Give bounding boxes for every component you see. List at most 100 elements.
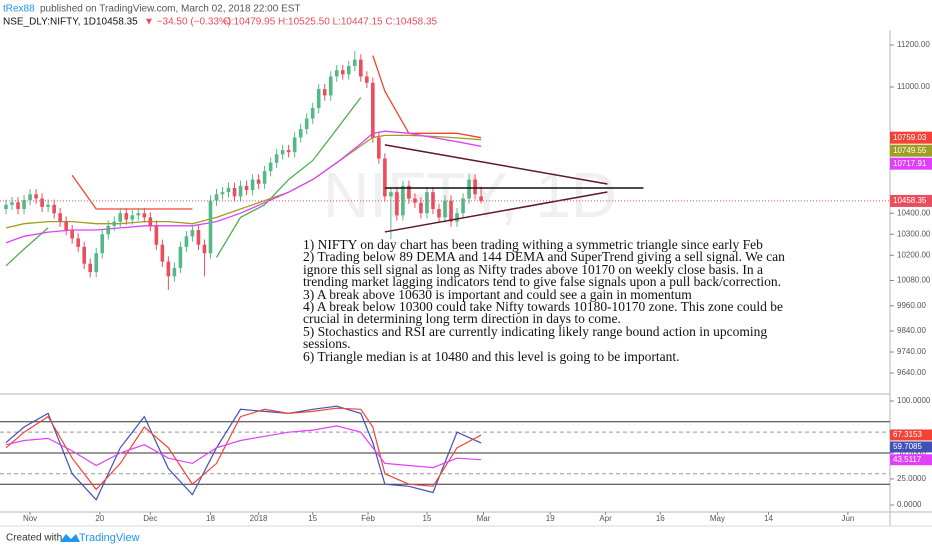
candle-body [395,192,399,216]
candle-body [419,202,423,214]
candle-body [346,65,351,75]
candle-body [88,263,93,273]
indicator-line [71,174,193,210]
candle-body [202,244,207,254]
candle-body [76,238,80,247]
candle-body [461,198,465,214]
candle-body [130,215,135,220]
candle-body [467,179,471,199]
candle-body [82,246,86,264]
price-tag [890,131,932,144]
y-tick-label: 11200.00 [897,40,930,49]
x-tick-label: Dec [143,514,157,523]
value-tag [890,429,932,441]
y-tick-label: 9640.00 [897,368,926,377]
candle-body [286,150,291,153]
candle-body [34,194,38,199]
candle-body [322,89,327,96]
oscillator-line [5,405,482,501]
last-price: 10458.35 [96,17,138,28]
x-tick-label: May [710,514,725,523]
price-tag [890,144,932,157]
value-tag [890,441,932,453]
candle-body [178,246,183,268]
trendline [384,144,608,185]
x-tick-label: 2018 [250,514,268,523]
logo [60,534,80,542]
candle-body [58,213,62,222]
candle-body [292,137,297,153]
annotation-line: 3) A break above 10630 is important and … [303,286,692,302]
x-tick-label: 18 [206,514,215,523]
candle-body [148,217,153,226]
price-tag-label: 10717.91 [893,159,927,168]
candle-body [359,59,363,77]
x-tick-label: 16 [656,514,665,523]
x-tick-label: 20 [95,514,104,523]
y-tick-label: 50.0000 [897,448,926,457]
y-tick-label: 100.0000 [897,396,931,405]
candle-body [94,253,99,273]
candle-body [136,213,141,216]
candle-body [334,70,339,77]
candle-body [352,59,357,66]
x-tick-label: Jun [841,514,854,523]
candle-body [118,213,123,222]
footer-text: Created with [6,533,62,544]
y-tick-label: 10300.00 [897,229,931,238]
footer-brand[interactable]: TradingView [79,532,140,544]
y-tick-label: 9960.00 [897,301,926,310]
candle-body [310,108,315,119]
candle-body [280,150,285,155]
x-tick-label: 19 [546,514,555,523]
candle-body [328,76,333,96]
candle-body [142,213,147,218]
price-change: ▼ −34.50 (−0.33%) [144,17,231,28]
candle-body [304,118,309,130]
price-tag [890,157,932,170]
candle-body [377,137,381,159]
candle-body [449,200,453,222]
candle-body [100,234,105,254]
candle-body [226,187,231,193]
annotation-line: 5) Stochastics and RSI are currently ind… [303,323,768,352]
indicator-line [5,134,482,229]
value-tag [890,454,932,466]
candle-body [437,209,441,218]
annotation-line: 4) A break below 10300 could take Nifty … [303,299,784,327]
x-tick-label: 15 [423,514,432,523]
candle-body [208,200,213,254]
candle-body [425,192,429,214]
y-tick-label: 9840.00 [897,326,926,335]
price-tag-label: 10749.55 [893,146,927,155]
candle-body [184,236,189,247]
candle-body [154,225,159,245]
candle-body [166,261,171,277]
indicator-line [372,55,482,139]
y-tick-label: 0.0000 [897,500,922,509]
candle-body [232,187,237,197]
candle-body [365,76,369,83]
x-tick-label: 15 [308,514,317,523]
value-tag-label: 67.3153 [893,430,922,439]
candle-body [383,158,387,197]
indicator-line [5,130,482,244]
candle-body [473,179,477,195]
candle-body [238,185,243,197]
candle-body [443,200,447,218]
y-tick-label: 10200.00 [897,250,931,259]
annotation-box: 1) NIFTY on day chart has been trading w… [303,237,803,364]
candle-body [220,192,225,195]
annotation-line: 1) NIFTY on day chart has been trading w… [303,237,763,252]
price-tag-label: 10458.35 [893,196,927,205]
symbol: NSE_DLY:NIFTY, 1D [3,17,96,28]
candle-body [268,162,273,172]
candle-body [196,230,201,245]
author[interactable]: tRex88 [3,4,35,15]
candle-body [160,244,165,262]
y-tick-label: 11000.00 [897,82,930,91]
candle-body [455,213,459,222]
value-tag-label: 43.5117 [893,455,922,464]
